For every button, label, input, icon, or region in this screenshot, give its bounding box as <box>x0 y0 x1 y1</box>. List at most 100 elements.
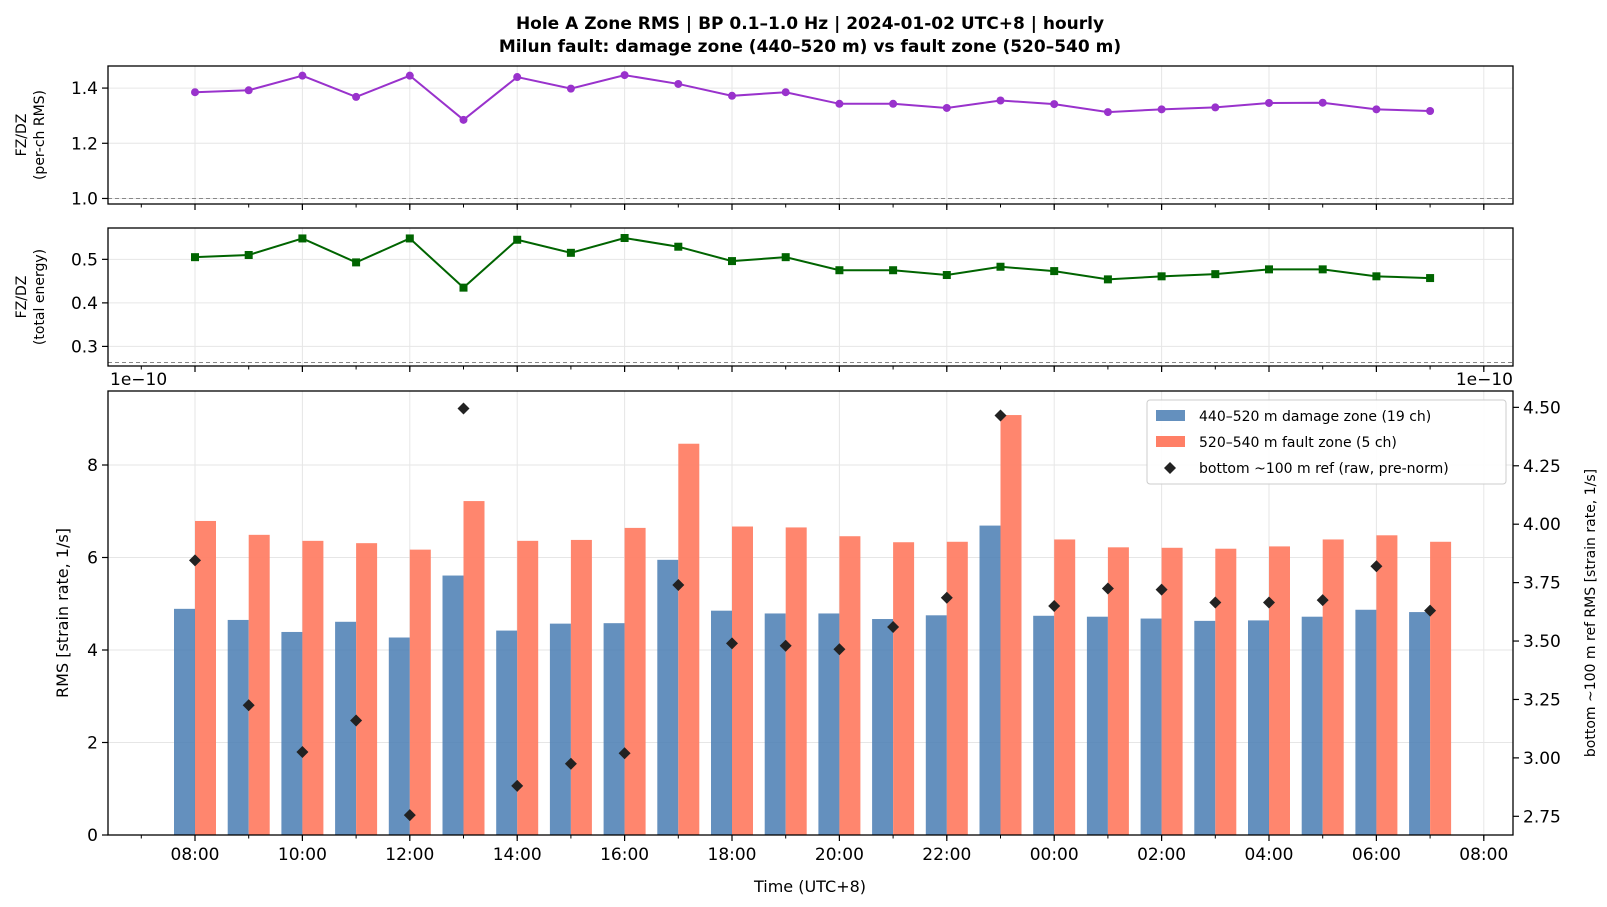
panel1-point <box>352 92 361 101</box>
reference-point <box>1424 604 1437 617</box>
fault-zone-bar <box>624 527 646 835</box>
fault-zone-bar <box>678 443 700 835</box>
reference-point <box>511 779 524 792</box>
damage-zone-bar <box>764 613 786 835</box>
panel2-point <box>1157 272 1166 281</box>
reference-point <box>1209 596 1222 609</box>
panel2-point <box>674 242 683 251</box>
panel3-frame <box>107 390 1514 836</box>
panel1-point <box>298 71 307 80</box>
panel1-point <box>1318 98 1327 107</box>
panel2-y-tick-label: 0.5 <box>71 250 98 270</box>
reference-point <box>779 639 792 652</box>
left-y-axis-label: RMS [strain rate, 1/s] <box>53 528 72 698</box>
panel1-point <box>1157 105 1166 114</box>
reference-point <box>618 747 631 760</box>
fault-zone-bar <box>195 520 216 835</box>
right-y-tick-label: 4.00 <box>1523 515 1561 535</box>
damage-zone-bar <box>925 615 947 835</box>
fault-zone-bar <box>1322 539 1344 835</box>
fault-zone-bar <box>946 541 968 835</box>
x-tick-label: 18:00 <box>708 845 757 865</box>
panel1-point <box>674 79 683 88</box>
damage-zone-bar <box>1248 620 1269 835</box>
right-y-tick-label: 3.50 <box>1523 632 1561 652</box>
panel2-point <box>942 271 951 280</box>
fault-zone-bar <box>732 526 753 835</box>
panel2-point <box>1372 272 1381 281</box>
reference-point <box>1370 560 1383 573</box>
panel1-point <box>620 71 629 80</box>
legend-box <box>1146 399 1507 485</box>
panel1-point <box>835 99 844 108</box>
reference-point <box>457 402 470 415</box>
panel2-series-line <box>194 236 1431 289</box>
damage-zone-bar <box>174 608 195 835</box>
right-y-tick-label: 4.50 <box>1523 398 1561 418</box>
left-y-tick-label: 2 <box>87 734 98 754</box>
panel2-point <box>728 257 736 266</box>
legend-swatch-fault-zone <box>1156 436 1185 447</box>
panel1-point <box>728 91 736 100</box>
right-y-tick-label: 2.75 <box>1523 807 1561 827</box>
ratio-total-energy-panel: 0.3 0.4 0.5 FZ/DZ (total energy) <box>14 227 1514 372</box>
reference-point <box>189 554 201 567</box>
damage-zone-bar <box>442 575 464 835</box>
panel2-frame <box>107 227 1514 367</box>
panel1-point <box>1426 106 1435 115</box>
panel2-y-label-line1: FZ/DZ <box>14 276 30 319</box>
damage-zone-bar <box>979 525 1001 835</box>
fault-zone-bar <box>1000 415 1022 835</box>
panel2-point <box>352 258 361 267</box>
fault-zone-bar <box>1430 541 1452 835</box>
panel1-y-tick-label: 1.4 <box>71 79 98 99</box>
legend-label-reference: bottom ~100 m ref (raw, pre-norm) <box>1199 461 1449 477</box>
x-tick-label: 08:00 <box>171 845 220 865</box>
fault-zone-bar <box>463 501 485 835</box>
left-y-tick-label: 0 <box>87 826 98 846</box>
panel1-point <box>1050 100 1059 109</box>
damage-zone-bar <box>872 619 894 835</box>
fault-zone-bar <box>1269 546 1290 835</box>
panel1-point <box>889 99 898 108</box>
legend-label-fault-zone: 520–540 m fault zone (5 ch) <box>1199 435 1397 451</box>
left-offset-label: 1e−10 <box>110 370 167 390</box>
panel2-point <box>405 234 414 243</box>
damage-zone-bar <box>549 623 571 835</box>
ratio-per-channel-panel: 1.0 1.2 1.4 FZ/DZ (per-ch RMS) <box>14 65 1514 210</box>
panel1-plot-area <box>108 66 1513 204</box>
panel2-y-label-line2: (total energy) <box>32 249 48 345</box>
reference-point <box>1155 583 1168 596</box>
damage-zone-bar <box>335 621 357 835</box>
panel2-point <box>835 266 844 275</box>
panel1-point <box>566 84 575 93</box>
damage-zone-bar <box>496 630 518 835</box>
reference-point <box>242 699 255 712</box>
damage-zone-bar <box>711 610 732 835</box>
panel1-point <box>1265 98 1273 107</box>
panel2-point <box>1050 267 1059 276</box>
panel2-point <box>459 283 468 292</box>
left-y-tick-label: 6 <box>87 549 98 569</box>
x-tick-label: 16:00 <box>600 845 649 865</box>
panel2-point <box>996 262 1005 271</box>
right-y-tick-label: 3.00 <box>1523 749 1561 769</box>
fault-zone-bar <box>302 540 324 835</box>
fault-zone-bar <box>785 527 807 835</box>
panel1-point <box>405 71 414 80</box>
fault-zone-bar <box>893 542 915 835</box>
panel1-point <box>513 73 522 82</box>
panel1-frame <box>107 65 1514 205</box>
panel2-point <box>191 253 199 262</box>
fault-zone-bar <box>1161 547 1183 835</box>
damage-zone-bar <box>657 559 679 835</box>
panel2-point <box>620 234 629 243</box>
reference-point <box>403 809 416 822</box>
reference-point <box>1101 582 1114 595</box>
panel1-point <box>459 115 468 124</box>
damage-zone-bar <box>388 637 410 835</box>
reference-point <box>1048 599 1061 612</box>
x-tick-label: 04:00 <box>1245 845 1294 865</box>
panel1-y-tick-label: 1.0 <box>71 189 98 209</box>
